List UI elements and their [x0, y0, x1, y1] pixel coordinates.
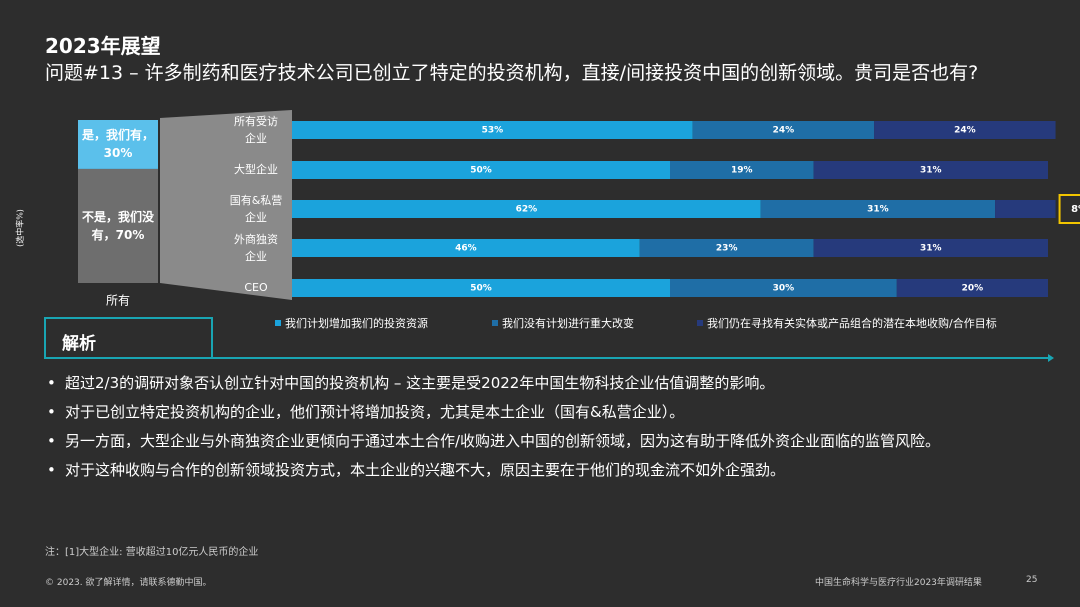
value-label: 50%	[470, 166, 492, 176]
page-number: 25	[1026, 575, 1038, 585]
bar-segment	[292, 279, 670, 297]
connector	[160, 110, 292, 300]
value-label: 30%	[773, 284, 795, 294]
footnote: 注：[1]大型企业: 营收超过10亿元人民币的企业	[45, 547, 259, 558]
legend-label: 我们没有计划进行重大改变	[502, 316, 634, 330]
value-label: 53%	[482, 126, 504, 136]
analysis-box	[44, 317, 213, 359]
bar-segment	[874, 121, 1056, 139]
y-tick-label: CEO	[244, 281, 268, 294]
legend-swatch	[697, 320, 703, 326]
bar-segment	[692, 121, 875, 139]
bar-segment	[639, 239, 814, 257]
bar-segment	[292, 121, 693, 139]
value-label: 31%	[920, 166, 942, 176]
y-axis-label: (选中率%)	[15, 209, 25, 247]
bar-segment	[896, 279, 1048, 297]
bar-segment	[670, 279, 897, 297]
value-label: 31%	[920, 244, 942, 254]
bar-segment	[813, 239, 1048, 257]
bar-segment	[292, 161, 670, 179]
value-label: 30%	[103, 146, 133, 161]
bullet: 对于已创立特定投资机构的企业，他们预计将增加投资，尤其是本土企业（国有&私营企业…	[45, 401, 1045, 423]
value-label: 19%	[731, 166, 753, 176]
series-name: 是，我们有，	[81, 128, 154, 143]
title: 2023年展望	[45, 34, 161, 58]
legend-label: 我们计划增加我们的投资资源	[285, 316, 428, 330]
value-label: 8%	[1071, 204, 1080, 215]
value-label: 20%	[962, 284, 984, 294]
value-label: 24%	[773, 126, 795, 136]
legend-swatch	[492, 320, 498, 326]
y-tick-label: 国有&私营企业	[230, 193, 283, 224]
segment-label: 是，我们有， 30%	[78, 126, 158, 162]
bullet: 另一方面，大型企业与外商独资企业更倾向于通过本土合作/收购进入中国的创新领域，因…	[45, 430, 1045, 452]
bar-segment	[995, 200, 1056, 218]
legend-swatch	[275, 320, 281, 326]
bar-segment	[813, 161, 1048, 179]
bullets: 超过2/3的调研对象否认创立针对中国的投资机构 – 这主要是受2022年中国生物…	[45, 372, 1045, 488]
value-label: 31%	[867, 205, 889, 215]
bar-segment	[670, 161, 814, 179]
value-label: 23%	[716, 244, 738, 254]
value-label: 50%	[470, 284, 492, 294]
legend-label: 我们仍在寻找有关实体或产品组合的潜在本地收购/合作目标	[707, 316, 997, 330]
copyright: © 2023. 欲了解详情，请联系德勤中国。	[45, 578, 212, 588]
analysis-title: 解析	[62, 334, 96, 354]
bullet: 超过2/3的调研对象否认创立针对中国的投资机构 – 这主要是受2022年中国生物…	[45, 372, 1045, 394]
y-tick-label: 外商独资企业	[234, 232, 278, 263]
bar-segment	[292, 200, 761, 218]
y-tick-label: 大型企业	[234, 162, 278, 176]
value-label: 62%	[516, 205, 538, 215]
bar-segment	[760, 200, 996, 218]
series-name: 不是，我们没有，	[81, 209, 154, 242]
value-label: 24%	[954, 126, 976, 136]
value-label: 46%	[455, 244, 477, 254]
y-tick-label: 所有受访企业	[234, 114, 278, 145]
bullet: 对于这种收购与合作的创新领域投资方式，本土企业的兴趣不大，原因主要在于他们的现金…	[45, 459, 1045, 481]
segment-label: 不是，我们没有，70%	[78, 208, 158, 244]
bar-segment	[292, 239, 640, 257]
report-name: 中国生命科学与医疗行业2023年调研结果	[815, 578, 982, 588]
x-tick-label: 所有	[106, 294, 130, 308]
column-segment	[78, 120, 158, 169]
value-label: 70%	[115, 227, 145, 242]
column-segment	[78, 168, 158, 283]
question: 问题#13 – 许多制药和医疗技术公司已创立了特定的投资机构，直接/间接投资中国…	[45, 62, 979, 84]
arrow	[1048, 354, 1054, 362]
